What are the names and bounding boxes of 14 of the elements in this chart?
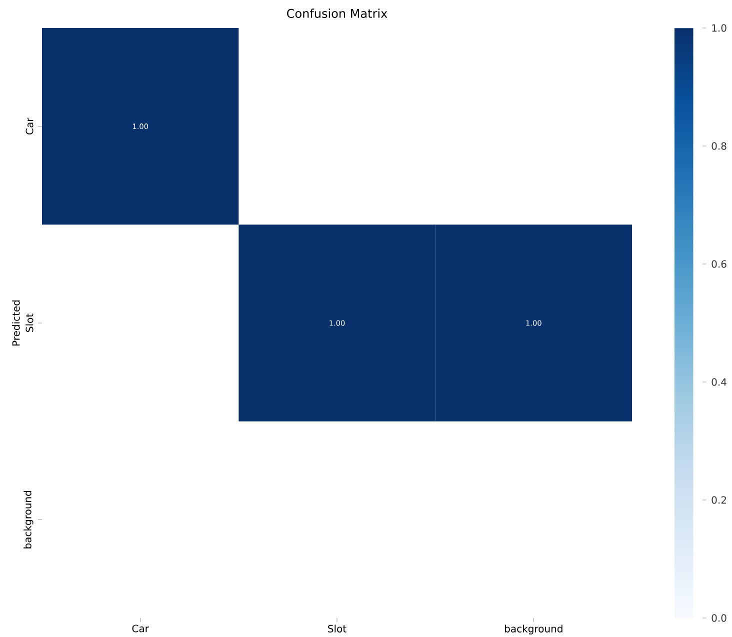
y-axis-title: Predicted [12,300,20,346]
color-bar-label: 0.8 [712,142,726,150]
color-bar-label: 0.4 [712,378,726,386]
color-bar-label: 0.0 [712,614,726,622]
x-tick-label: Slot [328,624,346,632]
color-bar-label: 0.6 [712,260,726,268]
x-tick-label: background [504,624,562,634]
color-bar-label: 0.2 [712,496,726,504]
x-tick-label: Car [132,624,149,632]
color-bar-label: 1.0 [712,24,726,32]
chart-title: Confusion Matrix [287,8,388,18]
y-tick-label: Car [26,118,34,134]
y-tick-label: Slot [26,314,34,332]
y-tick-label: background [24,490,34,548]
